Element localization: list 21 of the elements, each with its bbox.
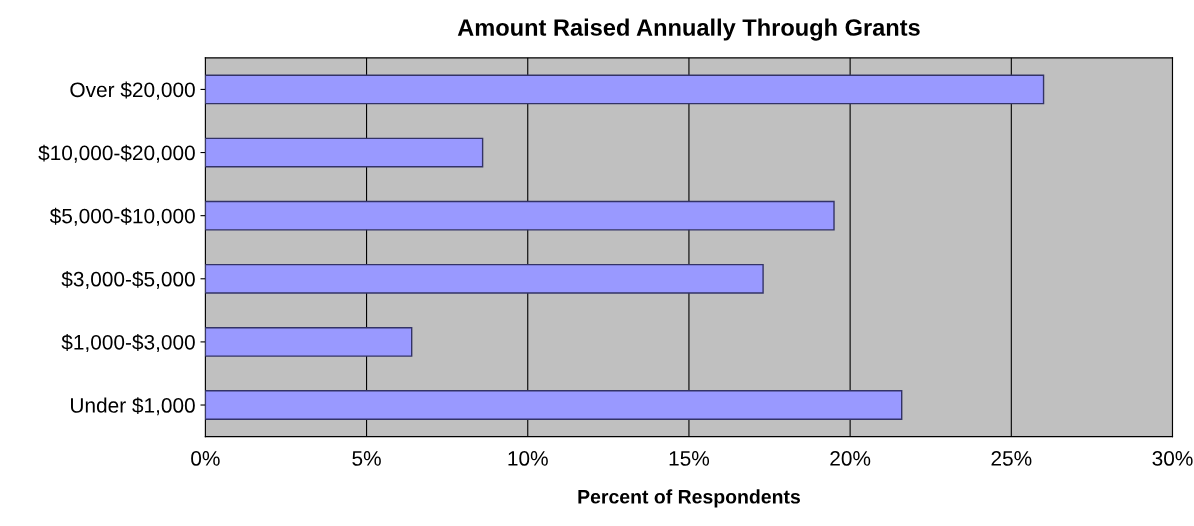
y-tick-label: $3,000-$5,000 xyxy=(61,270,195,289)
y-tick-label: $1,000-$3,000 xyxy=(61,334,195,353)
x-tick-label: 0% xyxy=(191,451,220,466)
y-tick-label: $10,000-$20,000 xyxy=(38,144,195,163)
x-tick-label: 10% xyxy=(508,451,548,466)
y-tick-label: Under $1,000 xyxy=(71,397,195,416)
bar xyxy=(205,74,1045,105)
chart-title: Amount Raised Annually Through Grants xyxy=(457,18,920,41)
x-tick-label: 15% xyxy=(669,451,710,466)
y-tick-label: $5,000-$10,000 xyxy=(49,207,195,226)
bar xyxy=(205,263,764,294)
x-axis-title: Percent of Respondents xyxy=(578,489,800,508)
y-tick-label: Over $20,000 xyxy=(70,81,195,100)
x-tick-label: 25% xyxy=(991,451,1032,466)
bar xyxy=(205,390,903,420)
x-tick-label: 20% xyxy=(830,451,871,466)
x-tick-label: 5% xyxy=(352,451,381,466)
bar xyxy=(205,137,484,168)
x-tick-label: 30% xyxy=(1152,451,1193,466)
bar xyxy=(205,327,413,357)
bar xyxy=(205,200,835,231)
